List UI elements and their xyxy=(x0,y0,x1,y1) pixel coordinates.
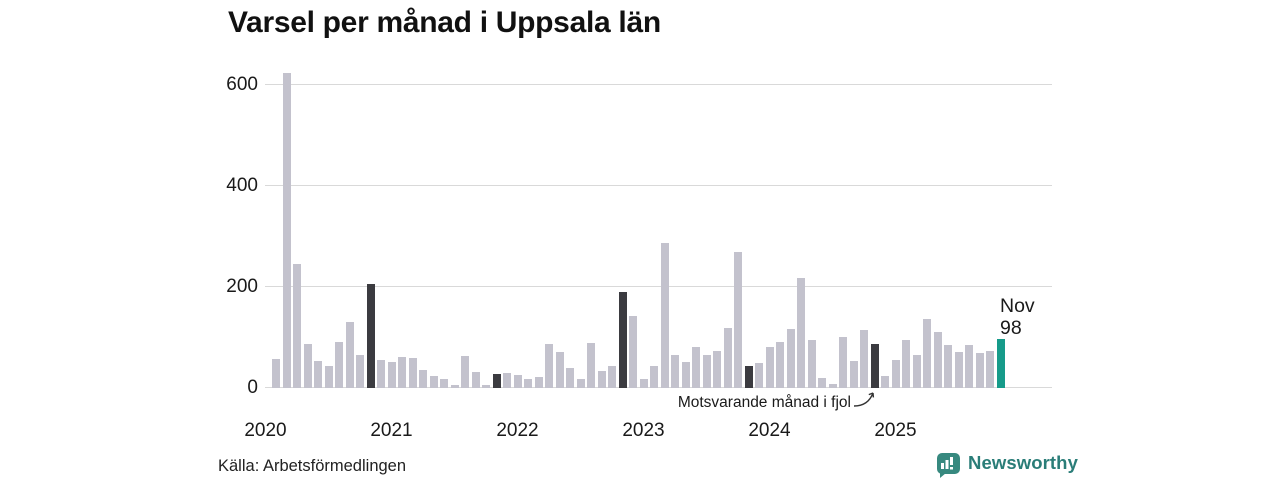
bar-2022-05 xyxy=(555,352,564,388)
bar-2025-10 xyxy=(986,351,994,388)
bar-2025-03 xyxy=(912,354,921,388)
newsworthy-badge-icon xyxy=(937,452,960,478)
bar-2022-12 xyxy=(629,316,637,388)
annotation-arrow-icon xyxy=(853,392,875,407)
newsworthy-logo[interactable]: Newsworthy xyxy=(937,452,1078,478)
bar-2024-05 xyxy=(807,339,816,388)
bar-2023-10 xyxy=(734,251,742,388)
bar-2024-06 xyxy=(818,377,826,388)
bar-2022-03 xyxy=(534,376,543,388)
bar-2025-11 xyxy=(996,338,1005,388)
bar-2020-12 xyxy=(377,359,385,388)
bar-2024-04 xyxy=(797,277,805,388)
bar-2022-11 xyxy=(618,292,627,388)
bar-2020-08 xyxy=(335,341,343,388)
bar-2025-06 xyxy=(944,344,952,388)
bar-2023-01 xyxy=(639,379,648,388)
bar-2020-04 xyxy=(293,264,301,388)
x-tick-label-2025: 2025 xyxy=(874,420,917,441)
bar-2023-05 xyxy=(681,362,690,388)
bar-2024-01 xyxy=(765,347,774,388)
bar-2022-08 xyxy=(587,342,595,388)
bar-2020-03 xyxy=(282,72,291,388)
bar-2022-06 xyxy=(566,367,574,388)
annotation-text: Motsvarande månad i fjol xyxy=(677,394,851,411)
y-tick-label-0: 0 xyxy=(247,377,258,398)
y-tick-label-200: 200 xyxy=(226,276,258,298)
bar-2025-04 xyxy=(923,318,931,388)
current-bar-label-month: Nov xyxy=(1000,295,1035,317)
bar-2024-03 xyxy=(786,328,795,388)
bar-2023-06 xyxy=(692,346,700,388)
bar-2025-02 xyxy=(902,339,910,388)
bar-2021-11 xyxy=(492,373,501,388)
current-bar-label-value: 98 xyxy=(1000,317,1022,339)
x-tick-label-2023: 2023 xyxy=(622,420,665,441)
bar-2020-10 xyxy=(356,354,364,388)
gridline-200 xyxy=(265,286,1052,288)
bar-2021-01 xyxy=(387,362,396,388)
bar-2021-05 xyxy=(429,375,438,388)
bar-2023-08 xyxy=(713,350,721,388)
bar-2020-02 xyxy=(272,359,280,388)
bar-2025-08 xyxy=(965,344,973,388)
current-bar-label: Nov 98 xyxy=(1000,295,1035,339)
y-tick-label-600: 600 xyxy=(226,74,258,96)
bar-2020-05 xyxy=(303,343,312,388)
bar-2024-10 xyxy=(860,329,868,388)
bar-2025-07 xyxy=(954,352,963,388)
gridline-0 xyxy=(265,387,1052,388)
bar-2021-03 xyxy=(408,357,417,388)
bar-2025-09 xyxy=(975,353,984,388)
bar-2021-08 xyxy=(461,356,469,388)
bar-2020-07 xyxy=(324,366,333,388)
x-tick-label-2021: 2021 xyxy=(370,420,413,441)
gridline-600 xyxy=(265,84,1052,86)
bar-2021-09 xyxy=(471,372,480,388)
source-note: Källa: Arbetsförmedlingen xyxy=(218,457,407,475)
bar-2023-11 xyxy=(744,366,753,388)
bar-2020-11 xyxy=(366,283,375,388)
x-tick-label-2020: 2020 xyxy=(244,420,287,441)
y-tick-label-400: 400 xyxy=(226,175,258,197)
bar-2021-10 xyxy=(482,384,490,388)
bar-2025-01 xyxy=(891,360,900,388)
bar-2024-11 xyxy=(870,343,879,388)
bar-2025-05 xyxy=(933,332,942,388)
gridline-400 xyxy=(265,185,1052,187)
bar-2023-04 xyxy=(671,354,679,388)
bar-2023-07 xyxy=(702,354,711,388)
chart-title: Varsel per månad i Uppsala län xyxy=(228,6,661,39)
bar-2022-07 xyxy=(576,379,585,388)
bar-2022-09 xyxy=(597,371,606,388)
bar-2021-07 xyxy=(450,384,459,388)
bar-2024-07 xyxy=(828,383,837,388)
bar-2023-03 xyxy=(660,243,669,388)
newsworthy-wordmark: Newsworthy xyxy=(968,452,1078,473)
bar-2024-02 xyxy=(776,341,784,388)
x-tick-label-2022: 2022 xyxy=(496,420,539,441)
plot-area: Nov 98 Motsvarande månad i fjol 2020 2021… xyxy=(244,70,1052,441)
bar-2021-02 xyxy=(398,356,406,388)
bar-2024-12 xyxy=(881,375,889,388)
bar-2021-12 xyxy=(503,372,511,388)
x-tick-label-2024: 2024 xyxy=(748,420,791,441)
bar-2022-01 xyxy=(513,375,522,388)
bar-2020-06 xyxy=(314,361,322,388)
bar-2021-06 xyxy=(440,379,448,388)
bar-2022-04 xyxy=(545,343,553,388)
bar-2023-02 xyxy=(650,366,658,388)
bar-2024-09 xyxy=(849,361,858,388)
bar-2022-02 xyxy=(524,378,532,388)
bar-2022-10 xyxy=(608,366,616,388)
bar-2024-08 xyxy=(839,336,847,388)
bar-2021-04 xyxy=(419,370,427,388)
bar-2023-09 xyxy=(723,327,732,388)
bar-2020-09 xyxy=(345,322,354,388)
bar-2023-12 xyxy=(755,363,763,388)
